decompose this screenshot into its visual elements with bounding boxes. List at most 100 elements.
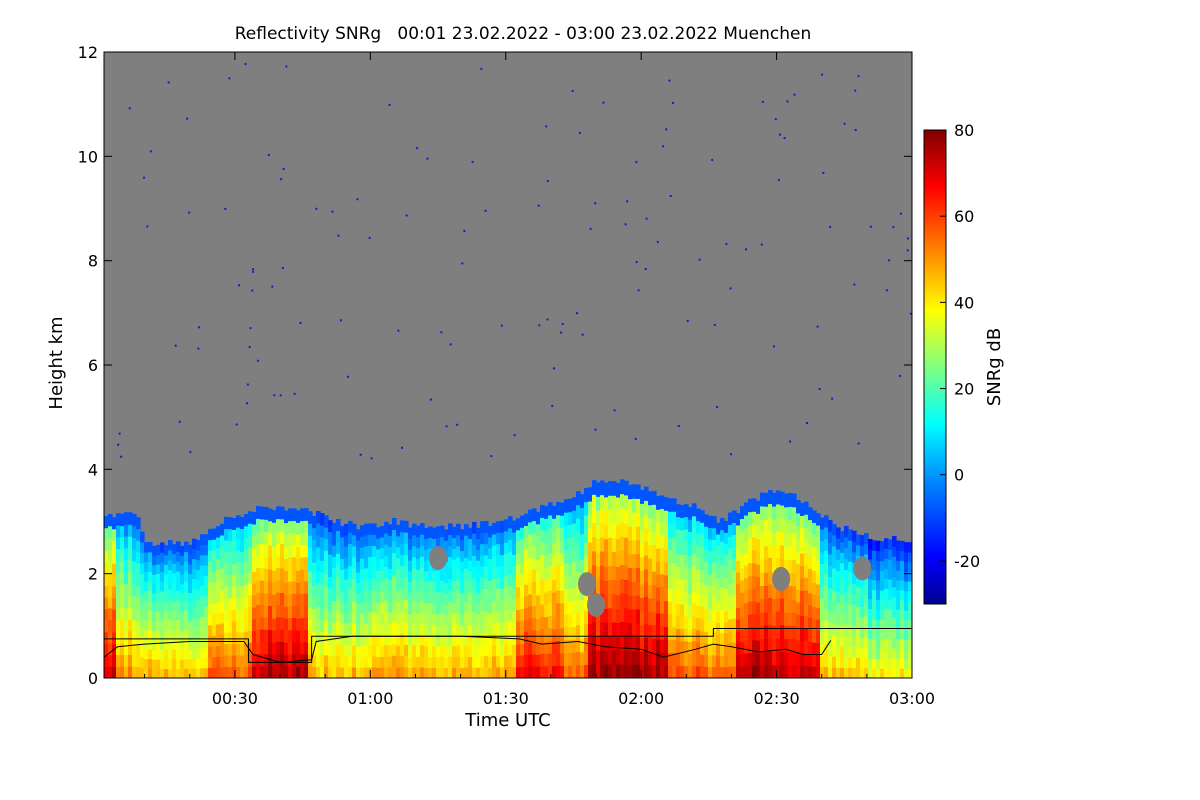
heatmap-cell: [200, 595, 205, 607]
heatmap-column: [364, 523, 369, 678]
heatmap-cell: [408, 549, 413, 561]
heatmap-cell: [732, 510, 737, 524]
noise-dot: [280, 178, 283, 181]
heatmap-cell: [240, 562, 245, 576]
heatmap-cell: [260, 653, 265, 667]
heatmap-cell: [200, 626, 205, 638]
heatmap-cell: [596, 496, 601, 511]
heatmap-cell: [592, 635, 597, 651]
heatmap-cell: [540, 616, 545, 630]
noise-dot: [899, 212, 902, 215]
heatmap-cell: [220, 633, 225, 646]
heatmap-cell: [144, 561, 149, 572]
heatmap-cell: [636, 526, 641, 541]
heatmap-cell: [620, 493, 625, 509]
heatmap-cell: [504, 564, 509, 577]
heatmap-column: [752, 498, 757, 678]
heatmap-cell: [128, 571, 133, 584]
heatmap-cell: [272, 630, 277, 643]
heatmap-cell: [140, 583, 145, 595]
heatmap-cell: [144, 590, 149, 601]
heatmap-cell: [572, 561, 577, 576]
heatmap-cell: [252, 630, 257, 644]
heatmap-cell: [372, 600, 377, 613]
noise-dot: [445, 425, 448, 428]
heatmap-cell: [892, 535, 897, 547]
heatmap-cell: [572, 574, 577, 589]
heatmap-cell: [360, 525, 365, 537]
heatmap-cell: [848, 656, 853, 668]
heatmap-cell: [704, 619, 709, 632]
heatmap-cell: [256, 653, 261, 667]
heatmap-cell: [124, 595, 129, 608]
heatmap-cell: [260, 543, 265, 557]
heatmap-column: [876, 540, 881, 678]
heatmap-column: [812, 510, 817, 678]
heatmap-cell: [512, 666, 517, 678]
heatmap-cell: [256, 518, 261, 532]
heatmap-cell: [220, 611, 225, 624]
heatmap-cell: [656, 522, 661, 536]
heatmap-cell: [652, 490, 657, 505]
heatmap-cell: [416, 590, 421, 603]
heatmap-cell: [556, 552, 561, 566]
heatmap-cell: [812, 642, 817, 655]
heatmap-cell: [292, 581, 297, 594]
heatmap-cell: [448, 666, 453, 678]
heatmap-cell: [436, 623, 441, 636]
heatmap-cell: [244, 607, 249, 621]
heatmap-cell: [740, 616, 745, 630]
heatmap-cell: [184, 580, 189, 591]
heatmap-cell: [660, 495, 665, 509]
heatmap-cell: [288, 665, 293, 678]
heatmap-cell: [132, 631, 137, 644]
heatmap-cell: [140, 573, 145, 585]
heatmap-cell: [792, 493, 797, 508]
heatmap-cell: [428, 623, 433, 636]
heatmap-cell: [116, 654, 121, 667]
heatmap-cell: [336, 655, 341, 668]
heatmap-cell: [504, 644, 509, 656]
noise-dot: [760, 243, 763, 246]
heatmap-cell: [704, 526, 709, 539]
heatmap-cell: [708, 515, 713, 528]
heatmap-cell: [192, 588, 197, 599]
heatmap-cell: [536, 571, 541, 584]
heatmap-cell: [316, 618, 321, 631]
heatmap-cell: [604, 594, 609, 609]
noise-dot: [626, 200, 629, 203]
heatmap-cell: [844, 591, 849, 603]
heatmap-cell: [448, 644, 453, 657]
heatmap-cell: [160, 571, 165, 582]
heatmap-cell: [868, 648, 873, 659]
heatmap-cell: [724, 532, 729, 545]
heatmap-cell: [148, 668, 153, 678]
heatmap-cell: [140, 594, 145, 606]
heatmap-cell: [272, 570, 277, 583]
heatmap-cell: [508, 585, 513, 598]
heatmap-cell: [320, 513, 325, 526]
heatmap-cell: [700, 522, 705, 535]
noise-dot: [368, 236, 371, 239]
heatmap-cell: [388, 645, 393, 657]
heatmap-cell: [344, 578, 349, 591]
heatmap-cell: [536, 511, 541, 525]
heatmap-cell: [892, 667, 897, 678]
heatmap-cell: [428, 613, 433, 625]
heatmap-cell: [760, 664, 765, 678]
heatmap-cell: [416, 547, 421, 559]
heatmap-cell: [420, 545, 425, 557]
heatmap-cell: [156, 630, 161, 641]
heatmap-cell: [312, 550, 317, 563]
heatmap-cell: [248, 523, 253, 536]
heatmap-cell: [372, 578, 377, 591]
heatmap-cell: [732, 630, 737, 643]
heatmap-cell: [296, 666, 301, 678]
heatmap-column: [608, 481, 613, 678]
noise-dot: [786, 100, 789, 103]
heatmap-cell: [396, 546, 401, 559]
heatmap-cell: [700, 510, 705, 523]
heatmap-cell: [776, 557, 781, 572]
noise-dot: [906, 249, 909, 252]
heatmap-cell: [328, 542, 333, 555]
